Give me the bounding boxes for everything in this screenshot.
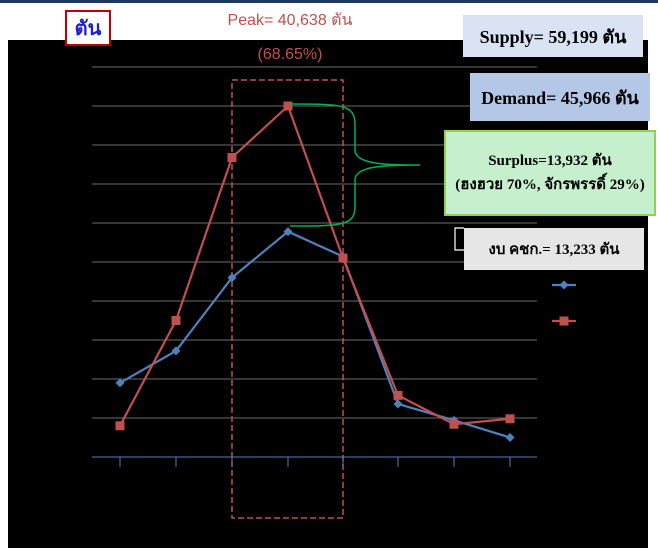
demand-box: Demand= 45,966 ตัน [470,73,650,121]
series-line-1 [119,230,511,439]
data-point [393,390,403,400]
surplus-share-label: (ฮงฮวย 70%, จักรพรรดิ์ 29%) [455,177,645,193]
plot-background [8,40,648,548]
peak-highlight-box [231,79,344,519]
data-point [227,152,237,162]
data-point [283,227,293,237]
legend [552,280,576,326]
data-point [338,253,348,263]
surplus-brace [289,103,421,227]
unit-label: ตัน [65,10,111,46]
demand-label: Demand= 45,966 ตัน [481,87,639,108]
supply-box: Supply= 59,199 ตัน [463,15,643,57]
data-point [283,101,293,111]
data-point [227,273,237,283]
budget-box: งบ คชก.= 13,233 ตัน [464,228,644,270]
peak-label: Peak= 40,638 ตัน [227,12,353,29]
supply-label: Supply= 59,199 ตัน [479,26,627,47]
series-layer [115,101,515,442]
data-point [171,316,181,325]
budget-bracket [454,227,464,251]
peak-percentage: (68.65%) [257,46,323,63]
top-bar [0,0,658,3]
x-axis [92,456,537,467]
data-point [505,414,515,424]
budget-label: งบ คชก.= 13,233 ตัน [488,242,620,258]
data-point [449,419,459,429]
data-point [115,421,125,431]
legend-swatch-marker [559,280,569,290]
data-point [393,399,403,409]
surplus-label: Surplus=13,932 ตัน [488,153,612,169]
legend-swatch-marker [559,316,569,326]
data-point [505,433,515,442]
data-point [115,378,125,388]
series-line-2 [119,104,511,427]
data-point [171,346,181,356]
surplus-box: Surplus=13,932 ตัน (ฮงฮวย 70%, จักรพรรดิ… [444,130,656,216]
